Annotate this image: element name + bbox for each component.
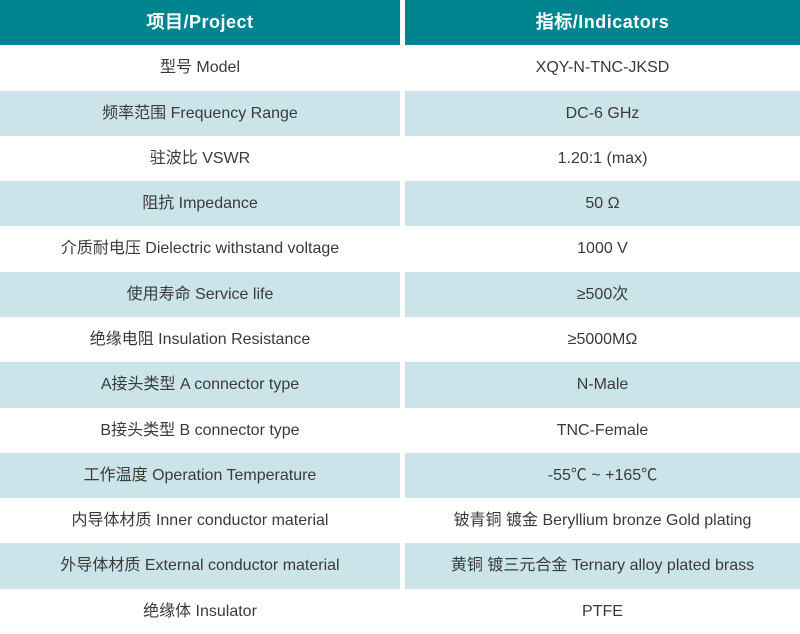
indicator-cell: 1.20:1 (max) — [400, 135, 800, 182]
table-row: 频率范围 Frequency Range DC-6 GHz — [0, 90, 800, 136]
indicator-cell: PTFE — [400, 588, 800, 634]
indicator-cell: TNC-Female — [400, 407, 800, 453]
project-cell: 使用寿命 Service life — [0, 271, 400, 317]
table-row: 工作温度 Operation Temperature -55℃ ~ +165℃ — [0, 452, 800, 499]
table-row: 绝缘电阻 Insulation Resistance ≥5000MΩ — [0, 316, 800, 363]
project-cell: A接头类型 A connector type — [0, 362, 400, 408]
table-row: B接头类型 B connector type TNC-Female — [0, 407, 800, 453]
project-cell: B接头类型 B connector type — [0, 407, 400, 453]
project-cell: 内导体材质 Inner conductor material — [0, 498, 400, 544]
project-cell: 工作温度 Operation Temperature — [0, 452, 400, 499]
project-cell: 驻波比 VSWR — [0, 135, 400, 182]
indicator-cell: ≥500次 — [400, 271, 800, 317]
project-cell: 频率范围 Frequency Range — [0, 90, 400, 136]
indicator-cell: N-Male — [400, 362, 800, 408]
indicator-cell: 50 Ω — [400, 181, 800, 227]
table-row: 阻抗 Impedance 50 Ω — [0, 181, 800, 227]
project-cell: 介质耐电压 Dielectric withstand voltage — [0, 226, 400, 272]
table-row: 型号 Model XQY-N-TNC-JKSD — [0, 45, 800, 91]
indicator-cell: DC-6 GHz — [400, 90, 800, 136]
indicator-cell: 铍青铜 镀金 Beryllium bronze Gold plating — [400, 498, 800, 544]
indicator-cell: XQY-N-TNC-JKSD — [400, 45, 800, 91]
table-row: 绝缘体 Insulator PTFE — [0, 588, 800, 634]
project-cell: 型号 Model — [0, 45, 400, 91]
indicator-cell: 1000 V — [400, 226, 800, 272]
table-row: 使用寿命 Service life ≥500次 — [0, 271, 800, 317]
project-cell: 绝缘电阻 Insulation Resistance — [0, 316, 400, 363]
table-row: 内导体材质 Inner conductor material 铍青铜 镀金 Ber… — [0, 498, 800, 544]
project-cell: 绝缘体 Insulator — [0, 588, 400, 634]
table-row: 驻波比 VSWR 1.20:1 (max) — [0, 135, 800, 182]
project-cell: 阻抗 Impedance — [0, 181, 400, 227]
table-header-row: 项目/Project 指标/Indicators — [0, 0, 800, 46]
header-project: 项目/Project — [0, 0, 400, 46]
header-indicators: 指标/Indicators — [400, 0, 800, 46]
project-cell: 外导体材质 External conductor material — [0, 543, 400, 589]
table-row: A接头类型 A connector type N-Male — [0, 362, 800, 408]
indicator-cell: 黄铜 镀三元合金 Ternary alloy plated brass — [400, 543, 800, 589]
indicator-cell: -55℃ ~ +165℃ — [400, 452, 800, 499]
table-row: 介质耐电压 Dielectric withstand voltage 1000 V — [0, 226, 800, 272]
table-row: 外导体材质 External conductor material 黄铜 镀三元合… — [0, 543, 800, 589]
indicator-cell: ≥5000MΩ — [400, 316, 800, 363]
